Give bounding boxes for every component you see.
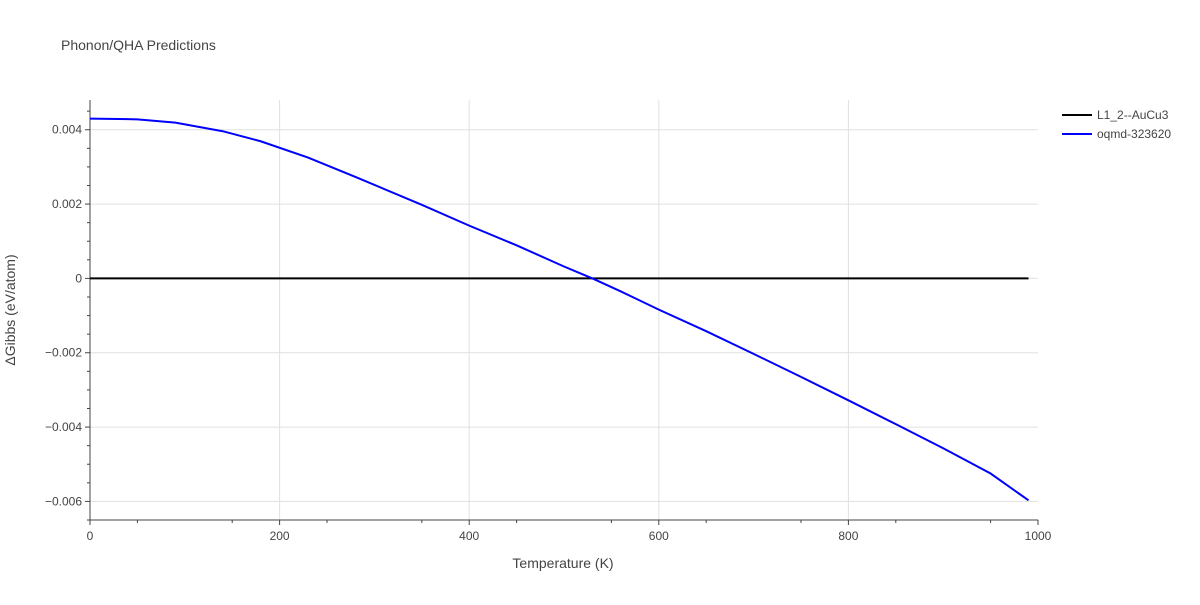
legend-item[interactable]: L1_2--AuCu3 [1062, 108, 1169, 122]
axes: 0 200 400 600 800 1000 0.004 0.002 0 −0.002 −0.004… [45, 100, 1052, 543]
y-tick-label: 0.004 [52, 123, 82, 137]
y-axis-title: ΔGibbs (eV/atom) [2, 254, 18, 365]
y-tick-label: −0.006 [45, 494, 82, 508]
x-tick-label: 400 [459, 529, 479, 543]
legend-item[interactable]: oqmd-323620 [1062, 127, 1171, 141]
x-tick-label: 1000 [1025, 529, 1052, 543]
y-tick-label: −0.004 [45, 420, 82, 434]
y-tick-label: 0 [75, 271, 82, 285]
legend[interactable]: L1_2--AuCu3 oqmd-323620 [1062, 108, 1171, 141]
series-layer [89, 117, 1030, 502]
y-tick-label: −0.002 [45, 346, 82, 360]
legend-label: L1_2--AuCu3 [1097, 108, 1169, 122]
x-tick-label: 200 [270, 529, 290, 543]
chart-title: Phonon/QHA Predictions [61, 37, 216, 53]
x-tick-label: 600 [649, 529, 669, 543]
y-tick-label: 0.002 [52, 197, 82, 211]
series-line-1 [89, 117, 1030, 502]
grid [90, 100, 1038, 520]
x-tick-label: 800 [838, 529, 858, 543]
legend-label: oqmd-323620 [1097, 127, 1171, 141]
x-tick-label: 0 [87, 529, 94, 543]
x-axis-title: Temperature (K) [512, 555, 613, 571]
